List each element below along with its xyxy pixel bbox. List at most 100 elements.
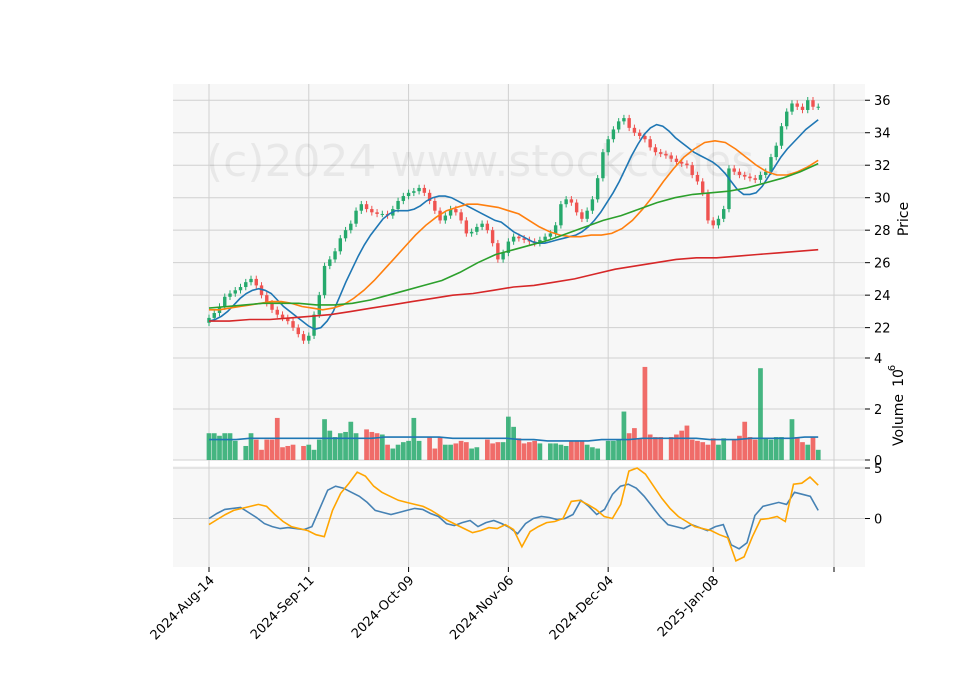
volume-bar [695,440,700,460]
candle-body [685,163,689,166]
candle-body [459,212,463,221]
candle-body [401,196,406,201]
candle-body [632,127,637,133]
volume-bar [742,421,748,460]
oscillator-tick-label: 5 [874,462,882,477]
candle-body [574,202,579,213]
candle-body [606,139,610,153]
candle-body [569,199,574,203]
candle-body [695,174,700,182]
candle-body [475,226,479,232]
candle-body [737,171,742,175]
candle-body [611,129,616,140]
volume-bar [484,439,490,460]
candle-body [338,238,343,252]
volume-bar [448,444,453,460]
volume-bar [206,433,212,460]
candle-body [291,321,295,328]
price-panel [207,96,820,344]
volume-bar [379,434,385,460]
candle-body [259,285,264,296]
volume-bar [710,438,716,460]
volume-bar [763,438,769,460]
volume-bar [637,438,643,460]
candle-body [448,209,453,216]
volume-bar [290,444,296,460]
candle-body [496,243,500,260]
watermark: (c)2024 www.stockcodes... [206,136,796,187]
volume-bar [731,439,737,460]
volume-bar [411,417,417,460]
candle-body [454,209,458,213]
price-tick-label: 30 [874,192,891,207]
candle-body [380,213,385,215]
candle-body [538,239,542,244]
candle-body [296,327,300,335]
candle-body [485,223,490,231]
candle-body [375,212,379,214]
volume-bar [647,434,653,460]
price-tick-label: 24 [874,289,891,304]
candle-body [343,230,348,239]
volume-bar [810,437,816,460]
volume-bar [211,433,217,460]
volume-bar [705,444,711,460]
volume-bar [437,437,443,460]
candle-body [349,223,353,231]
volume-bar [458,440,464,460]
candle-body [511,236,516,242]
candle-body [622,118,626,122]
candle-body [648,139,652,148]
volume-bar [815,449,821,460]
candle-body [212,313,216,318]
candle-body [816,106,820,108]
price-tick-label: 28 [874,224,891,239]
volume-bar [248,433,254,460]
candle-body [427,192,432,201]
candle-body [658,152,663,154]
price-axis-label: Price [896,202,912,236]
volume-bar [548,443,553,460]
volume-bar [217,435,222,460]
candle-body [548,233,553,237]
volume-bar [716,444,721,460]
candle-body [464,220,469,234]
volume-bar [553,443,559,460]
volume-bar [616,439,622,460]
volume-axis-exponent-base: 10 [891,369,907,387]
candle-body [370,209,374,213]
volume-tick-label: 2 [874,403,882,418]
volume-bar [469,448,474,460]
volume-bar [474,447,480,460]
volume-bar [595,448,601,460]
candle-body [506,241,511,253]
oscillator-tick-label: 0 [874,513,882,528]
candle-body [811,100,815,107]
volume-bar [511,426,516,460]
volume-bar [406,440,411,460]
volume-bar [658,437,664,460]
volume-bar [463,442,469,460]
candle-body [364,204,369,210]
volume-bar [569,440,574,460]
volume-bar [432,448,438,460]
volume-bar [343,431,348,460]
candle-body [490,230,495,244]
volume-bar [789,419,795,460]
volume-bar [621,411,627,460]
volume-bar [442,444,448,460]
ma-line-ma10 [209,139,819,311]
candle-body [721,209,726,219]
candle-body [795,103,799,107]
candle-body [637,132,642,136]
volume-bar [527,442,532,460]
candle-body [590,199,595,211]
volume-bar [563,445,569,460]
volume-panel [206,366,821,460]
volume-bar [653,437,658,460]
volume-axis-exponent: 6 [887,365,898,371]
candle-body [790,103,794,112]
volume-bar [537,443,543,460]
oscillator-line-2 [208,467,819,563]
